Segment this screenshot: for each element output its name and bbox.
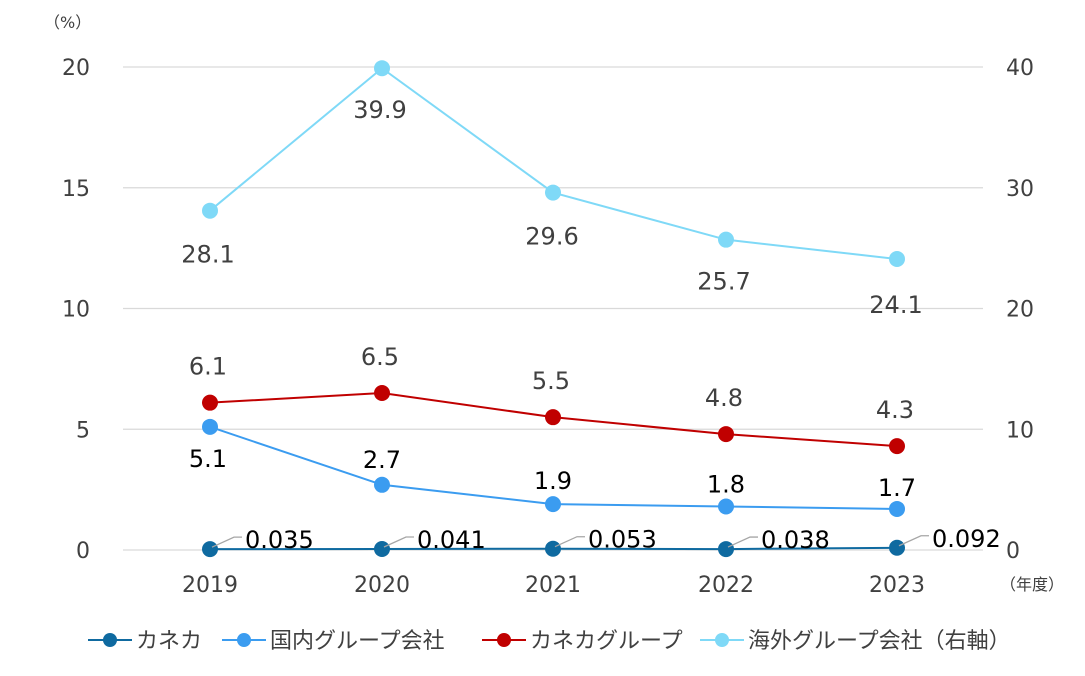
x-axis-ticks: 2019 2020 2021 2022 2023 xyxy=(182,573,925,598)
left-tick-label: 0 xyxy=(76,539,90,564)
right-tick-label: 0 xyxy=(1006,539,1020,564)
data-point xyxy=(545,409,561,426)
data-labels: 28.1 39.9 29.6 25.7 24.1 6.1 6.5 5.5 4.8 4.3 5.1 2.… xyxy=(181,96,1000,554)
data-point xyxy=(889,438,905,455)
x-tick-label: 2022 xyxy=(698,573,754,598)
right-tick-label: 20 xyxy=(1006,298,1034,323)
data-point xyxy=(374,385,390,402)
data-point xyxy=(374,60,390,77)
leader-line xyxy=(554,536,585,548)
right-tick-label: 10 xyxy=(1006,418,1034,443)
left-tick-label: 5 xyxy=(76,418,90,443)
data-point xyxy=(202,202,218,219)
data-point xyxy=(545,496,561,513)
x-axis-unit: （年度） xyxy=(1000,575,1064,594)
data-label: 0.092 xyxy=(932,525,1001,553)
left-axis-ticks: 0 5 10 15 20 xyxy=(62,56,90,564)
legend-marker xyxy=(497,633,511,647)
data-label: 1.7 xyxy=(878,474,916,502)
data-label: 2.7 xyxy=(363,446,401,474)
data-label: 0.035 xyxy=(245,526,314,554)
right-tick-label: 30 xyxy=(1006,177,1034,202)
data-point xyxy=(202,541,218,558)
data-point xyxy=(889,539,905,556)
data-label: 6.5 xyxy=(361,343,399,371)
x-tick-label: 2020 xyxy=(354,573,410,598)
data-point xyxy=(718,498,734,515)
data-point xyxy=(718,426,734,443)
data-point xyxy=(889,250,905,267)
left-axis-unit: （%） xyxy=(44,13,91,32)
series-layer xyxy=(202,60,905,558)
left-tick-label: 15 xyxy=(62,177,90,202)
x-tick-label: 2019 xyxy=(182,573,238,598)
data-point xyxy=(374,541,390,558)
data-point xyxy=(202,418,218,435)
data-label: 28.1 xyxy=(181,241,234,269)
legend-label: 海外グループ会社（右軸） xyxy=(748,629,1011,654)
x-tick-label: 2021 xyxy=(525,573,581,598)
legend: カネカ 国内グループ会社 カネカグループ 海外グループ会社（右軸） xyxy=(88,629,1011,654)
data-label: 0.038 xyxy=(761,526,830,554)
data-label: 29.6 xyxy=(525,223,578,251)
data-point xyxy=(545,540,561,557)
x-tick-label: 2023 xyxy=(869,573,925,598)
data-label: 39.9 xyxy=(353,96,406,124)
legend-label: 国内グループ会社 xyxy=(270,629,445,654)
data-label: 1.8 xyxy=(707,471,745,499)
legend-label: カネカ xyxy=(136,629,202,654)
data-label: 6.1 xyxy=(189,353,227,381)
data-label: 0.041 xyxy=(417,526,486,554)
leader-line xyxy=(727,536,758,548)
data-label: 4.3 xyxy=(876,396,914,424)
right-tick-label: 40 xyxy=(1006,56,1034,81)
gridlines xyxy=(123,66,983,551)
legend-label: カネカグループ xyxy=(530,629,683,654)
data-point xyxy=(889,500,905,517)
data-label: 1.9 xyxy=(534,467,572,495)
data-label: 24.1 xyxy=(869,291,922,319)
data-label: 5.1 xyxy=(189,445,227,473)
leader-line xyxy=(211,536,242,548)
legend-marker xyxy=(237,633,251,647)
legend-marker xyxy=(103,633,117,647)
data-point xyxy=(202,394,218,411)
data-point xyxy=(718,231,734,248)
left-tick-label: 10 xyxy=(62,298,90,323)
legend-marker xyxy=(715,633,729,647)
data-label: 4.8 xyxy=(705,384,743,412)
data-label: 0.053 xyxy=(588,526,657,554)
data-point xyxy=(374,476,390,493)
data-label: 5.5 xyxy=(532,367,570,395)
data-point xyxy=(545,184,561,201)
data-point xyxy=(718,541,734,558)
leader-line xyxy=(898,535,929,547)
right-axis-ticks: 0 10 20 30 40 xyxy=(1006,56,1034,564)
data-label: 25.7 xyxy=(697,268,750,296)
left-tick-label: 20 xyxy=(62,56,90,81)
leader-line xyxy=(383,536,414,548)
